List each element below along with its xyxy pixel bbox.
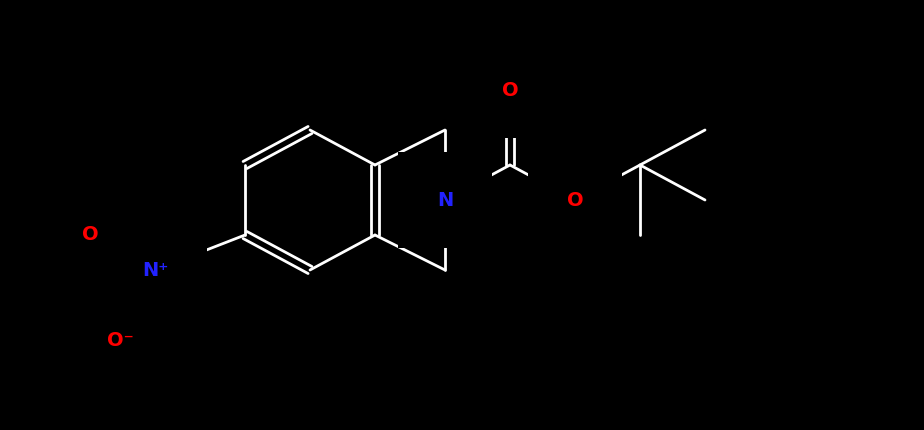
Text: O: O xyxy=(566,190,583,209)
Text: N: N xyxy=(437,190,453,209)
Text: O⁻: O⁻ xyxy=(106,331,133,350)
Text: N⁺: N⁺ xyxy=(141,261,168,280)
Text: O: O xyxy=(81,225,98,245)
Text: O: O xyxy=(502,80,518,99)
